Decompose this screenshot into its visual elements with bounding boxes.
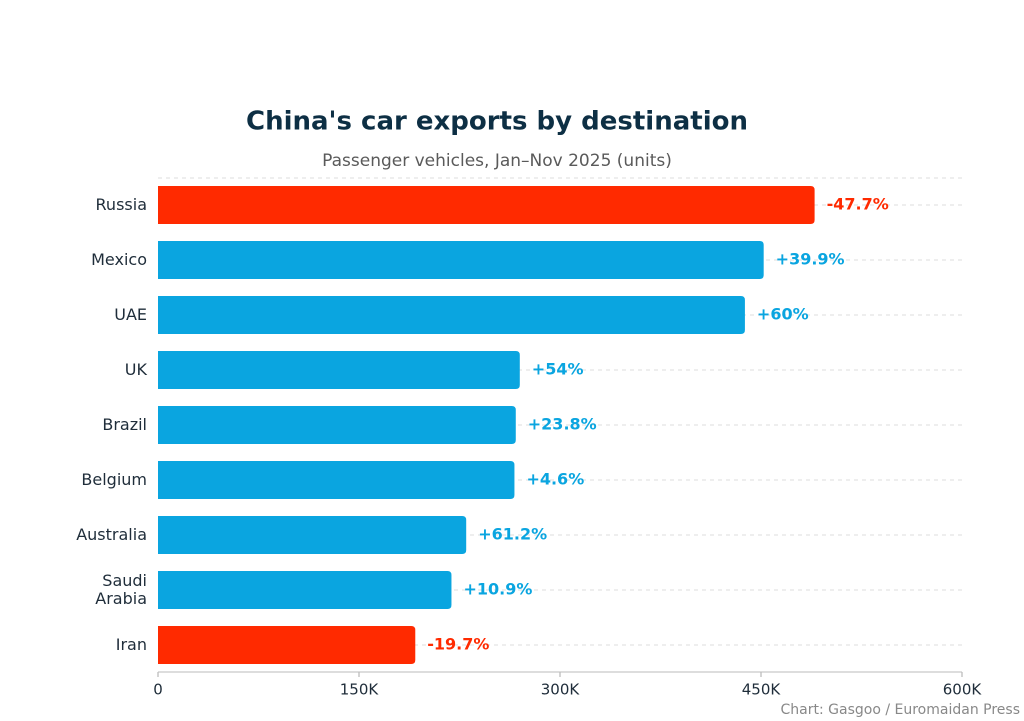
x-tick-label: 0 [153, 681, 163, 699]
change-label: +4.6% [526, 470, 584, 489]
change-label: -19.7% [427, 635, 489, 654]
bar [158, 571, 452, 609]
bar [158, 461, 515, 499]
source: Chart: Gasgoo / Euromaidan Press [781, 702, 1020, 718]
change-label: -47.7% [827, 195, 889, 214]
y-tick-label: Saudi Arabia [95, 571, 147, 608]
x-tick-label: 300K [541, 681, 581, 699]
chart-title: China's car exports by destination [246, 107, 748, 137]
bar [158, 406, 516, 444]
bar [158, 626, 416, 664]
bar [158, 296, 745, 334]
change-label: +54% [532, 360, 584, 379]
y-tick-label: Iran [115, 635, 147, 654]
bar [158, 241, 764, 279]
change-label: +10.9% [463, 580, 532, 599]
x-tick-label: 150K [340, 681, 380, 699]
chart-subtitle: Passenger vehicles, Jan–Nov 2025 (units) [322, 151, 672, 171]
y-tick-label: Belgium [81, 470, 147, 489]
y-tick-label: UAE [114, 305, 147, 324]
bar [158, 516, 467, 554]
y-tick-label: Mexico [91, 250, 147, 269]
bar [158, 351, 520, 389]
y-tick-label: Brazil [102, 415, 147, 434]
bar [158, 186, 815, 224]
change-label: +61.2% [478, 525, 547, 544]
y-tick-label: Russia [95, 195, 147, 214]
change-label: +60% [757, 305, 809, 324]
y-tick-label: UK [124, 360, 147, 379]
x-tick-label: 450K [742, 681, 782, 699]
change-label: +39.9% [776, 250, 845, 269]
change-label: +23.8% [528, 415, 597, 434]
y-tick-label: Australia [76, 525, 147, 544]
x-tick-label: 600K [943, 681, 983, 699]
